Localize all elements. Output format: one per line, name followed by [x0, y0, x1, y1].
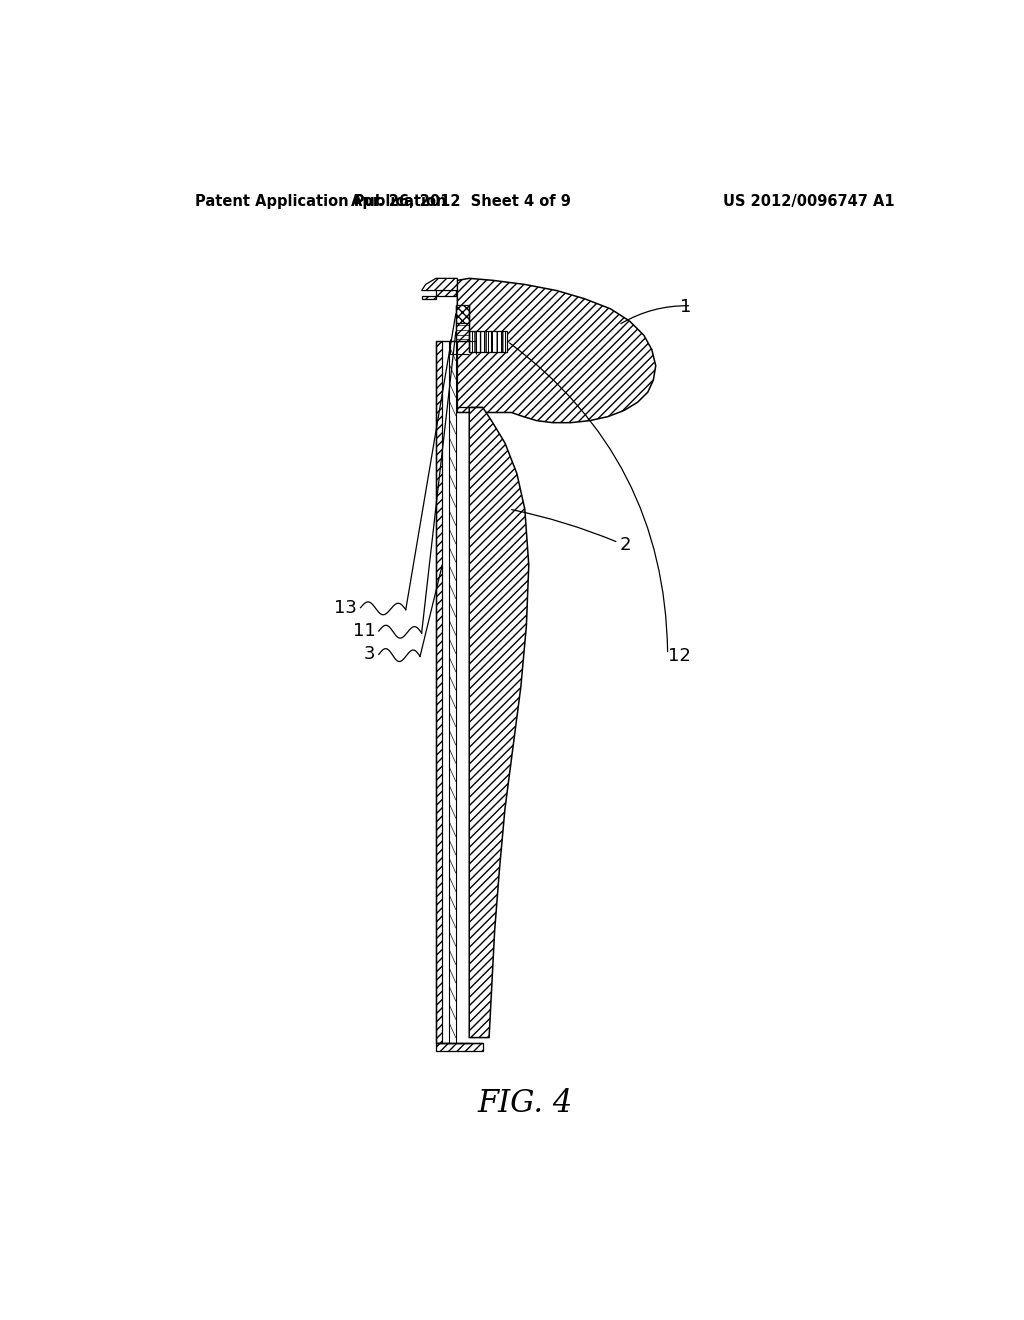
Text: FIG. 4: FIG. 4: [477, 1088, 572, 1119]
Text: 12: 12: [668, 647, 690, 665]
Polygon shape: [422, 279, 458, 290]
Text: US 2012/0096747 A1: US 2012/0096747 A1: [723, 194, 895, 209]
Polygon shape: [436, 342, 442, 1043]
Text: 13: 13: [334, 599, 356, 616]
Polygon shape: [469, 331, 507, 351]
Text: 2: 2: [620, 536, 632, 553]
Text: Patent Application Publication: Patent Application Publication: [196, 194, 446, 209]
Text: 3: 3: [365, 645, 376, 664]
Text: 1: 1: [680, 298, 691, 315]
Polygon shape: [458, 279, 655, 422]
Polygon shape: [456, 305, 469, 323]
Polygon shape: [469, 408, 528, 1038]
Polygon shape: [422, 285, 456, 298]
Text: 11: 11: [353, 622, 376, 640]
Polygon shape: [456, 323, 469, 342]
Text: Apr. 26, 2012  Sheet 4 of 9: Apr. 26, 2012 Sheet 4 of 9: [351, 194, 571, 209]
Polygon shape: [436, 1043, 482, 1051]
